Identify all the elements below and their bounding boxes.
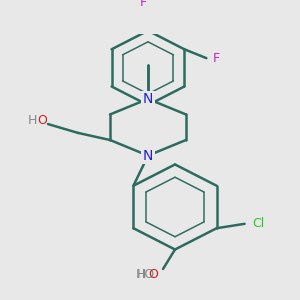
Text: F: F bbox=[140, 0, 147, 9]
Text: H: H bbox=[27, 114, 37, 127]
Text: N: N bbox=[143, 148, 153, 163]
Text: F: F bbox=[213, 52, 220, 64]
Text: N: N bbox=[143, 92, 153, 106]
Text: HO: HO bbox=[135, 268, 154, 281]
Text: H: H bbox=[136, 268, 146, 281]
Text: O: O bbox=[148, 268, 158, 281]
Text: O: O bbox=[37, 114, 47, 127]
Text: Cl: Cl bbox=[252, 217, 265, 230]
